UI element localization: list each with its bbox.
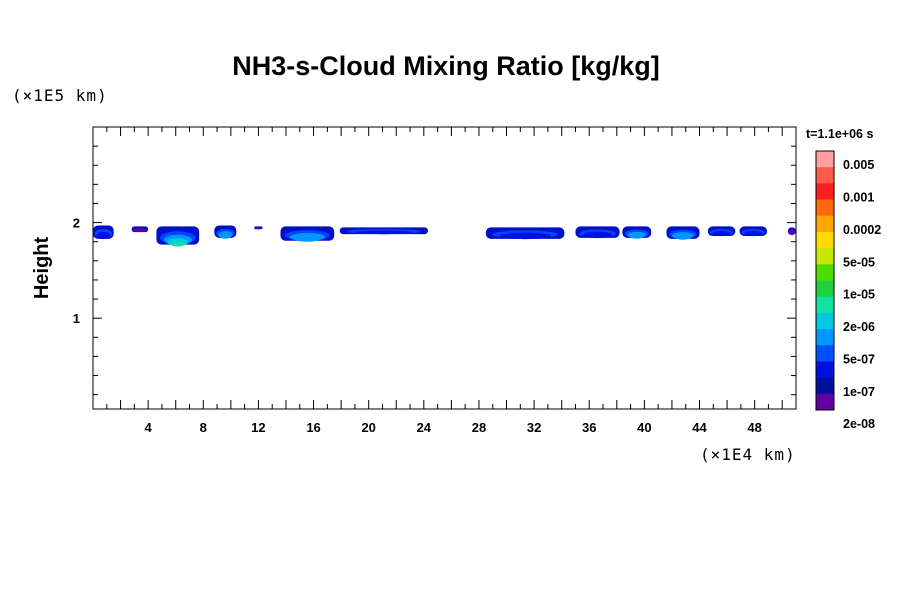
x-tick-label: 36 bbox=[582, 420, 596, 435]
cloud-patch bbox=[707, 226, 736, 237]
cloud-patch-core bbox=[744, 230, 763, 237]
x-tick-label: 40 bbox=[637, 420, 651, 435]
x-tick-label: 4 bbox=[145, 420, 153, 435]
y-axis-ticks: 12 bbox=[73, 145, 796, 396]
cloud-patch bbox=[280, 226, 335, 242]
y-tick-label: 1 bbox=[73, 311, 80, 326]
x-tick-label: 24 bbox=[417, 420, 432, 435]
colorbar-segment bbox=[816, 280, 834, 297]
cloud-patch bbox=[739, 226, 768, 237]
colorbar-segment bbox=[816, 345, 834, 362]
colorbar-frame bbox=[815, 150, 835, 411]
cloud-patch bbox=[93, 225, 114, 240]
chart-title: NH3-s-Cloud Mixing Ratio [kg/kg] bbox=[232, 51, 660, 81]
colorbar-segment bbox=[816, 248, 834, 265]
cloud-patch-core bbox=[712, 230, 731, 237]
colorbar-label: 2e-06 bbox=[843, 320, 875, 334]
cloud-patch-core bbox=[629, 233, 644, 239]
colorbar-segment bbox=[816, 215, 834, 233]
colorbar-label: 5e-07 bbox=[843, 352, 875, 366]
cloud-patch-core bbox=[96, 231, 111, 240]
cloud-patch bbox=[622, 226, 652, 239]
cloud-patch-core bbox=[499, 232, 552, 240]
colorbar-segment bbox=[816, 231, 834, 249]
colorbar-label: 0.0002 bbox=[843, 223, 881, 237]
x-tick-label: 16 bbox=[306, 420, 320, 435]
cloud-patch bbox=[339, 227, 428, 235]
cloud-patch-core bbox=[170, 241, 185, 247]
x-tick-label: 20 bbox=[361, 420, 375, 435]
cloud-patch-core bbox=[788, 229, 796, 235]
colorbar-label: 1e-05 bbox=[843, 288, 875, 302]
cloud-patch bbox=[254, 226, 263, 230]
x-tick-label: 44 bbox=[692, 420, 707, 435]
x-unit-label: (×1E4 km) bbox=[700, 445, 796, 464]
colorbar-time-label: t=1.1e+06 s bbox=[806, 127, 873, 141]
colorbar-label: 2e-08 bbox=[843, 417, 875, 431]
colorbar-label: 0.005 bbox=[843, 158, 874, 172]
colorbar-segment bbox=[816, 296, 834, 314]
colorbar-segment bbox=[816, 361, 834, 378]
y-axis-label: Height bbox=[31, 237, 53, 300]
cloud-patch bbox=[787, 227, 796, 236]
colorbar-segment bbox=[816, 329, 834, 346]
x-tick-label: 12 bbox=[251, 420, 265, 435]
colorbar-segment bbox=[816, 183, 834, 200]
colorbar-segment bbox=[816, 264, 834, 281]
cloud-patch-core bbox=[219, 233, 231, 239]
cloud-patch bbox=[156, 226, 200, 247]
x-tick-label: 48 bbox=[747, 420, 761, 435]
colorbar: 0.005 0.001 0.0002 5e-05 1e-05 2e-06 5e-07 1e-0… bbox=[815, 150, 881, 431]
colorbar-label: 5e-05 bbox=[843, 255, 875, 269]
cloud-patch-core bbox=[354, 230, 413, 235]
y-unit-label: (×1E5 km) bbox=[12, 86, 108, 105]
y-tick-label: 2 bbox=[73, 216, 80, 231]
plot-frame bbox=[92, 126, 797, 410]
cloud-patch-core bbox=[254, 227, 262, 230]
x-axis-ticks: 4 8 12 16 20 24 28 32 36 40 44 48 bbox=[106, 127, 783, 435]
colorbar-label: 0.001 bbox=[843, 191, 874, 205]
x-tick-label: 28 bbox=[472, 420, 486, 435]
cloud-patch bbox=[666, 226, 700, 240]
colorbar-label: 1e-07 bbox=[843, 385, 875, 399]
x-tick-label: 8 bbox=[200, 420, 207, 435]
colorbar-segment bbox=[816, 393, 834, 411]
cloud-patch bbox=[131, 226, 149, 233]
colorbar-segment bbox=[816, 312, 834, 330]
x-tick-label: 32 bbox=[527, 420, 541, 435]
cloud-patches bbox=[93, 225, 796, 247]
cloud-patch-core bbox=[582, 231, 613, 239]
cloud-patch-core bbox=[674, 234, 692, 240]
cloud-patch bbox=[575, 226, 620, 239]
cloud-patch-core bbox=[294, 235, 321, 242]
cloud-patch bbox=[214, 225, 237, 239]
colorbar-segment bbox=[816, 199, 834, 217]
colorbar-segment bbox=[816, 151, 834, 168]
cloud-patch bbox=[485, 227, 565, 240]
colorbar-segment bbox=[816, 167, 834, 184]
colorbar-segment bbox=[816, 377, 834, 395]
cloud-patch-core bbox=[133, 227, 147, 232]
